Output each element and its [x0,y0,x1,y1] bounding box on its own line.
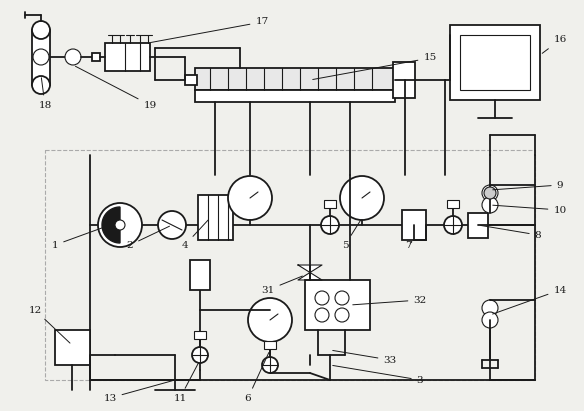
Bar [264,341,276,349]
Bar [185,75,197,85]
Circle shape [33,49,49,65]
Bar [32,30,50,85]
Text: 8: 8 [481,226,541,240]
Text: 17: 17 [151,18,269,42]
Bar [45,150,535,380]
Polygon shape [298,265,322,280]
Text: 6: 6 [245,353,269,402]
Circle shape [335,308,349,322]
Bar [194,331,206,339]
Circle shape [228,176,272,220]
Circle shape [444,216,462,234]
Text: 9: 9 [493,180,564,190]
Circle shape [335,291,349,305]
Bar [92,53,100,61]
Bar [324,200,336,208]
Bar [402,210,426,240]
Circle shape [482,185,498,201]
Circle shape [32,76,50,94]
Bar [195,68,395,90]
Bar [198,195,233,240]
Text: 7: 7 [405,240,412,249]
Bar [195,90,395,102]
Text: 2: 2 [127,226,169,249]
Bar [55,330,90,365]
Circle shape [321,216,339,234]
Text: 5: 5 [342,220,360,249]
Circle shape [98,203,142,247]
Circle shape [484,187,496,199]
Bar [305,280,370,330]
Circle shape [482,312,498,328]
Circle shape [192,347,208,363]
Bar [468,213,488,238]
Text: 3: 3 [333,365,423,385]
Circle shape [262,357,278,373]
Bar [190,260,210,290]
Circle shape [340,176,384,220]
Circle shape [482,300,498,316]
Bar [105,43,150,71]
Text: 10: 10 [493,205,566,215]
Bar [393,62,415,98]
Text: 11: 11 [173,363,199,402]
Text: 4: 4 [182,220,208,249]
Text: 33: 33 [333,351,397,365]
Text: 15: 15 [312,53,437,79]
Text: 32: 32 [353,296,427,305]
Circle shape [158,211,186,239]
Circle shape [482,197,498,213]
Circle shape [248,298,292,342]
Text: 14: 14 [493,286,566,314]
Text: 18: 18 [39,78,51,109]
Bar [460,35,530,90]
Circle shape [315,308,329,322]
Bar [450,25,540,100]
Circle shape [315,291,329,305]
Circle shape [115,220,125,230]
Text: 13: 13 [103,381,172,402]
Text: 12: 12 [29,305,70,343]
Text: 16: 16 [542,35,566,53]
Bar [447,200,459,208]
Circle shape [32,21,50,39]
Text: 19: 19 [75,66,157,109]
Text: 1: 1 [52,226,107,249]
Circle shape [65,49,81,65]
Polygon shape [102,207,120,243]
Text: 31: 31 [262,276,303,295]
